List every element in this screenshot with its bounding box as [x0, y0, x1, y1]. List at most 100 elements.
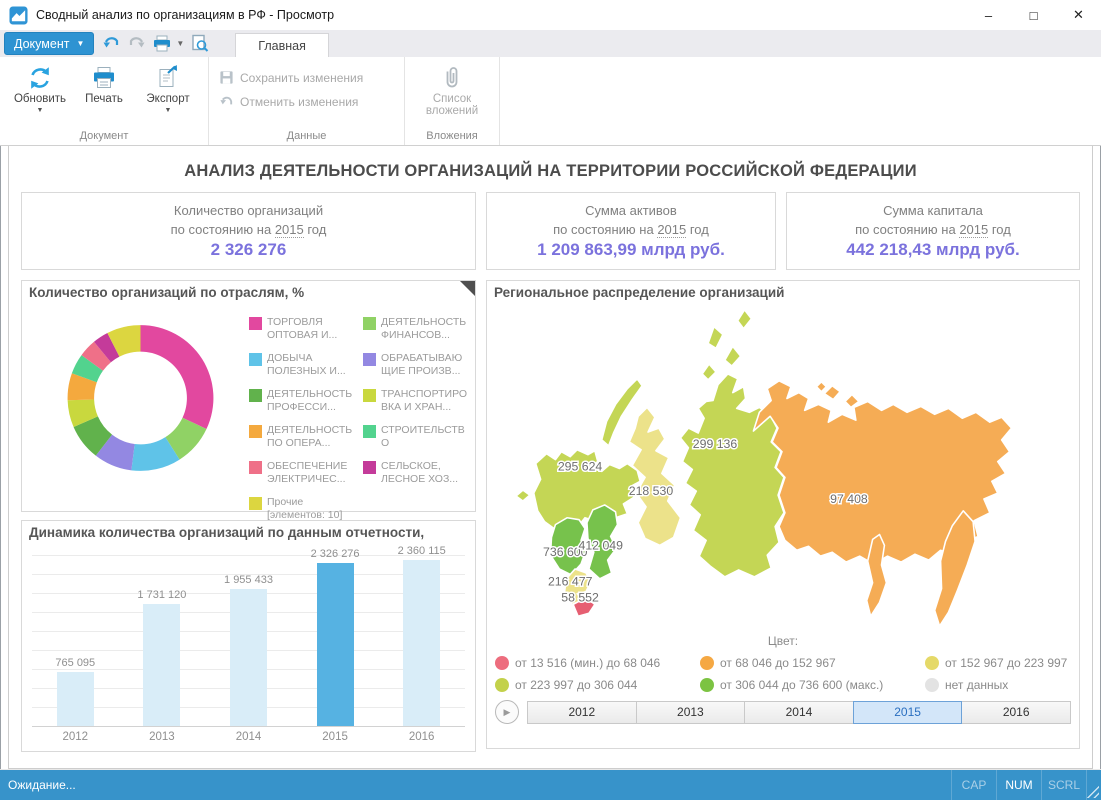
map-region-value-label: 216 477	[548, 575, 593, 589]
status-text: Ожидание...	[8, 778, 76, 792]
bar[interactable]	[316, 563, 354, 726]
map-region-central[interactable]	[549, 516, 587, 576]
year-tab-2016[interactable]: 2016	[961, 700, 1071, 724]
donut-segment[interactable]	[165, 417, 207, 460]
legend-item[interactable]: ОБРАБАТЫВАЮЩИЕ ПРОИЗВ...	[363, 352, 475, 377]
map-region-northwest[interactable]	[600, 378, 643, 447]
legend-label: ОБРАБАТЫВАЮЩИЕ ПРОИЗВ...	[381, 352, 463, 377]
legend-item[interactable]: ДЕЯТЕЛЬНОСТЬ ПО ОПЕРА...	[249, 424, 361, 449]
donut-segment[interactable]	[71, 355, 103, 383]
cancel-changes-button[interactable]: Отменить изменения	[219, 94, 363, 109]
bar[interactable]	[229, 589, 267, 726]
donut-segment[interactable]	[67, 373, 97, 401]
window-title: Сводный анализ по организациям в РФ - Пр…	[36, 8, 335, 22]
map-region-fareast[interactable]	[933, 510, 976, 627]
year-tab-2014[interactable]: 2014	[744, 700, 854, 724]
map-region-volga[interactable]	[586, 504, 619, 580]
map-region-fareast[interactable]	[815, 381, 828, 393]
bar-category-label: 2015	[322, 731, 348, 743]
legend-swatch	[363, 317, 376, 330]
legend-item[interactable]: Прочие [элементов: 10]	[249, 496, 361, 521]
panel-corner-icon[interactable]	[460, 281, 475, 296]
map-region-siberia[interactable]	[724, 345, 742, 367]
ribbon: Обновить ▼ Печать	[0, 57, 1101, 146]
legend-swatch	[249, 461, 262, 474]
map-region-fareast[interactable]	[844, 393, 860, 409]
legend-item[interactable]: СТРОИТЕЛЬСТВО	[363, 424, 475, 449]
kpi-label-suffix: год	[303, 222, 327, 237]
donut-segment[interactable]	[131, 437, 180, 471]
year-tab-2012[interactable]: 2012	[527, 700, 637, 724]
legend-item[interactable]: ДЕЯТЕЛЬНОСТЬ ПРОФЕССИ...	[249, 388, 361, 413]
kpi-year-link[interactable]: 2015	[274, 222, 304, 238]
print-dropdown-icon[interactable]: ▼	[176, 39, 185, 48]
bar[interactable]	[143, 604, 181, 726]
year-tab-2013[interactable]: 2013	[635, 700, 746, 724]
map-region-ural[interactable]	[628, 406, 682, 547]
kpi-label-line1: Сумма активов	[585, 203, 677, 218]
legend-label: ОБЕСПЕЧЕНИЕ ЭЛЕКТРИЧЕС...	[267, 460, 348, 485]
year-tab-2015[interactable]: 2015	[852, 700, 963, 724]
status-key-cap: CAP	[951, 770, 996, 800]
legend-swatch	[249, 425, 262, 438]
kpi-label-suffix: год	[988, 222, 1011, 237]
resize-grip-icon[interactable]	[1086, 785, 1099, 798]
bar[interactable]	[403, 560, 441, 726]
map-legend-item: от 13 516 (мин.) до 68 046	[495, 656, 700, 670]
donut-segment[interactable]	[81, 341, 111, 371]
bar[interactable]	[56, 672, 94, 726]
attachments-list-button[interactable]: Список вложений	[415, 61, 489, 117]
legend-item[interactable]: ТОРГОВЛЯ ОПТОВАЯ И...	[249, 316, 361, 341]
donut-segment[interactable]	[95, 434, 135, 471]
map-region-fareast[interactable]	[865, 533, 888, 618]
map-region-fareast[interactable]	[752, 380, 1013, 565]
bar-value-label: 1 955 433	[224, 574, 273, 586]
bar-value-label: 2 360 115	[397, 545, 446, 557]
legend-item[interactable]: СЕЛЬСКОЕ, ЛЕСНОЕ ХОЗ...	[363, 460, 475, 485]
minimize-button[interactable]: –	[984, 7, 993, 23]
redo-icon[interactable]	[127, 34, 146, 53]
map-region-siberia[interactable]	[701, 363, 717, 381]
print-icon[interactable]	[152, 34, 172, 53]
legend-item[interactable]: ДОБЫЧА ПОЛЕЗНЫХ И...	[249, 352, 361, 377]
legend-label: ДОБЫЧА ПОЛЕЗНЫХ И...	[267, 352, 346, 377]
undo-icon[interactable]	[102, 34, 121, 53]
map-region-northwest[interactable]	[532, 448, 641, 531]
refresh-button[interactable]: Обновить ▼	[10, 61, 70, 114]
kpi-year-link[interactable]: 2015	[657, 222, 687, 238]
donut-segment[interactable]	[67, 399, 98, 427]
close-button[interactable]: ✕	[1073, 7, 1084, 22]
kpi-year-link[interactable]: 2015	[959, 222, 989, 238]
map-region-siberia[interactable]	[736, 309, 753, 330]
save-changes-button[interactable]: Сохранить изменения	[219, 70, 363, 85]
status-bar: Ожидание... CAP NUM SCRL	[0, 769, 1101, 800]
map-region-northwest[interactable]	[515, 489, 531, 502]
export-button[interactable]: Экспорт ▼	[138, 61, 198, 114]
kpi-value: 1 209 863,99 млрд руб.	[537, 240, 725, 259]
map-region-caucasus[interactable]	[572, 596, 596, 618]
play-button[interactable]: ▶	[495, 700, 519, 724]
legend-item[interactable]: ОБЕСПЕЧЕНИЕ ЭЛЕКТРИЧЕС...	[249, 460, 361, 485]
map-region-value-label: 97 408	[830, 492, 868, 506]
donut-segment[interactable]	[94, 333, 120, 363]
print-preview-icon[interactable]	[190, 34, 209, 53]
donut-segment[interactable]	[107, 325, 141, 357]
legend-item[interactable]: ДЕЯТЕЛЬНОСТЬ ФИНАНСОВ...	[363, 316, 475, 341]
document-menu-button[interactable]: Документ ▼	[4, 32, 95, 55]
map-region-value-label: 295 624	[558, 459, 603, 473]
donut-segment[interactable]	[73, 416, 113, 456]
map-region-siberia[interactable]	[707, 325, 724, 350]
tab-glavnaya[interactable]: Главная	[235, 33, 329, 57]
maximize-button[interactable]: □	[1029, 7, 1038, 23]
bar-column: 1 955 433	[205, 574, 292, 726]
map-region-southern[interactable]	[563, 568, 592, 606]
donut-segment[interactable]	[140, 325, 214, 430]
legend-item[interactable]: ТРАНСПОРТИРОВКА И ХРАН...	[363, 388, 475, 413]
print-button[interactable]: Печать	[74, 61, 134, 105]
kpi-row: Количество организаций по состоянию на 20…	[21, 192, 1080, 270]
legend-label: ТРАНСПОРТИРОВКА И ХРАН...	[381, 388, 468, 413]
bar-column: 2 326 276	[292, 548, 379, 726]
bar-column: 765 095	[32, 657, 119, 726]
bar-value-label: 1 731 120	[137, 589, 187, 601]
map-region-fareast[interactable]	[823, 384, 841, 401]
